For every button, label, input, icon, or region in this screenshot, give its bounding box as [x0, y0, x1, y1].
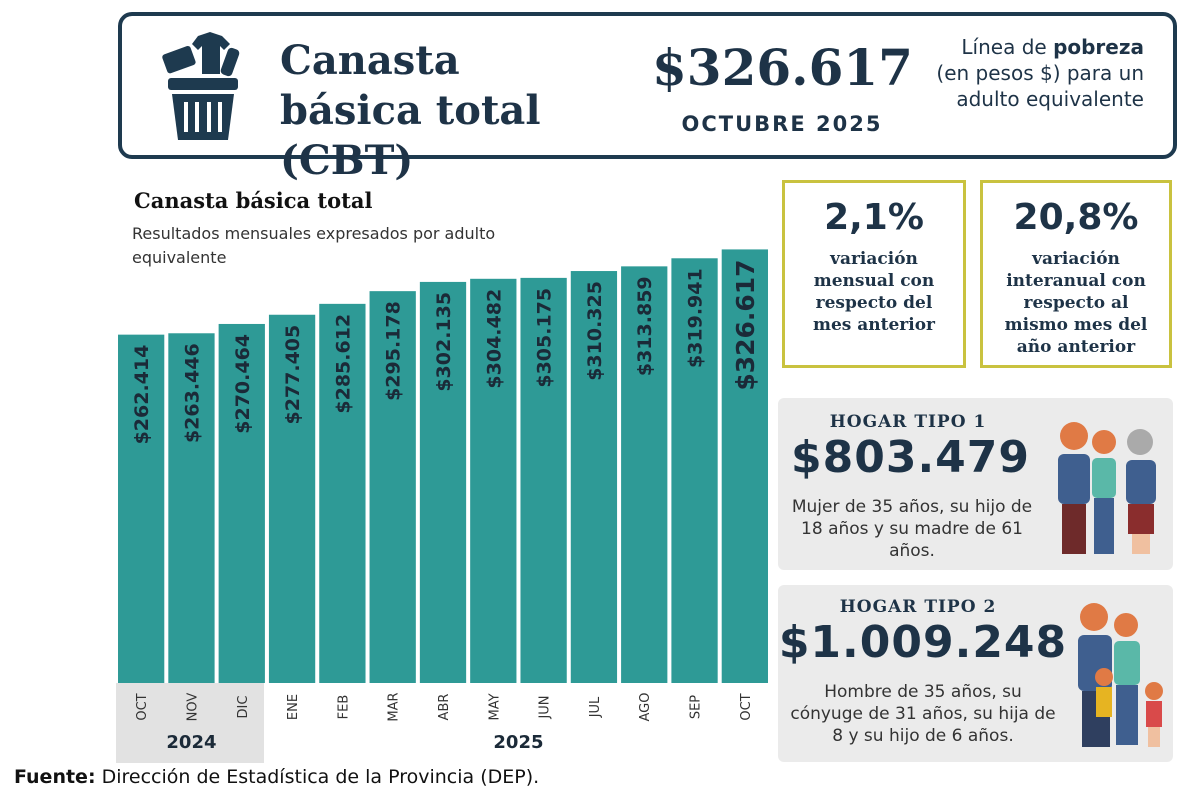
stat-card: 2,1% variación mensual con respecto del … [782, 180, 966, 368]
x-tick-label: JUL [588, 696, 603, 718]
household-title: HOGAR TIPO 2 [839, 597, 997, 617]
value-label: $295.178 [383, 301, 405, 401]
bar [470, 278, 517, 683]
household-title: HOGAR TIPO 1 [829, 412, 987, 432]
chart: Canasta básica total Resultados mensuale… [116, 188, 768, 763]
header-note: Línea de pobreza (en pesos $) para un ad… [932, 34, 1144, 112]
source-label: Fuente: [14, 766, 96, 788]
household-amount: $803.479 [790, 432, 1031, 483]
note-text: Línea de [961, 35, 1047, 59]
source: Fuente: Dirección de Estadística de la P… [14, 766, 539, 788]
stat-text: variación interanual con respecto al mis… [1004, 249, 1148, 357]
year-band [116, 683, 264, 763]
value-label: $313.859 [634, 276, 656, 376]
value-label: $270.464 [232, 334, 254, 434]
bar [168, 333, 215, 683]
bar [218, 323, 265, 683]
household-card: HOGAR TIPO 2 $1.009.248 Hombre de 35 año… [778, 585, 1173, 762]
value-label: $326.617 [731, 259, 760, 390]
stat-value: 20,8% [1013, 197, 1139, 238]
bar [268, 314, 316, 683]
family-illustration [1078, 603, 1163, 747]
x-tick-label: ABR [437, 694, 452, 721]
bar [671, 258, 718, 683]
x-tick-label: OCT [135, 693, 150, 720]
chart-subtitle: Resultados mensuales expresados por adul… [132, 224, 496, 267]
bar [369, 291, 416, 683]
x-tick-label: MAY [487, 693, 502, 720]
note-bold: pobreza [1053, 35, 1144, 59]
header-title: Canasta básica total (CBT) [280, 37, 541, 184]
x-tick-label: OCT [739, 693, 754, 720]
value-label: $285.612 [332, 314, 354, 414]
chart-title: Canasta básica total [134, 188, 372, 213]
bar [419, 281, 467, 683]
note-text: (en pesos $) para un adulto equivalente [936, 61, 1144, 111]
household-amount: $1.009.248 [778, 617, 1068, 668]
year-label: 2024 [166, 732, 216, 753]
household-text: Mujer de 35 años, su hijo de 18 años y s… [791, 497, 1033, 561]
family-illustration [1058, 422, 1156, 554]
bar [721, 249, 768, 683]
x-tick-label: ENE [286, 694, 301, 720]
value-label: $304.482 [483, 289, 505, 389]
x-tick-label: SEP [689, 695, 704, 719]
household-card: HOGAR TIPO 1 $803.479 Mujer de 35 años, … [778, 398, 1173, 570]
value-label: $310.325 [584, 281, 606, 381]
year-label: 2025 [493, 732, 543, 753]
value-label: $302.135 [433, 292, 455, 392]
bar [319, 303, 366, 683]
value-label: $263.446 [181, 343, 203, 443]
x-tick-label: AGO [638, 693, 653, 722]
x-tick-label: FEB [336, 695, 351, 720]
stat-text: variación mensual con respecto del mes a… [812, 249, 936, 335]
household-text: Hombre de 35 años, su cónyuge de 31 años… [790, 682, 1056, 746]
x-tick-label: NOV [185, 693, 200, 722]
value-label: $305.175 [534, 288, 556, 388]
x-tick-label: DIC [236, 696, 251, 719]
header: Canasta básica total (CBT) $326.617 OCTU… [118, 12, 1177, 184]
chart-subtitle-box: Resultados mensuales expresados por adul… [132, 224, 496, 267]
bar [118, 334, 165, 683]
value-label: $319.941 [685, 268, 707, 368]
source-text: Dirección de Estadística de la Provincia… [101, 766, 540, 788]
x-tick-label: MAR [387, 692, 402, 721]
bar [621, 266, 668, 683]
bar [570, 271, 618, 683]
header-period: OCTUBRE 2025 [681, 112, 883, 136]
value-label: $277.405 [282, 325, 304, 425]
value-label: $262.414 [131, 345, 153, 445]
stat-value: 2,1% [824, 197, 924, 238]
stat-card: 20,8% variación interanual con respecto … [980, 180, 1172, 368]
basket-icon [162, 32, 240, 140]
bar [520, 277, 567, 683]
header-amount: $326.617 [652, 38, 913, 97]
x-tick-label: JUN [538, 695, 553, 719]
